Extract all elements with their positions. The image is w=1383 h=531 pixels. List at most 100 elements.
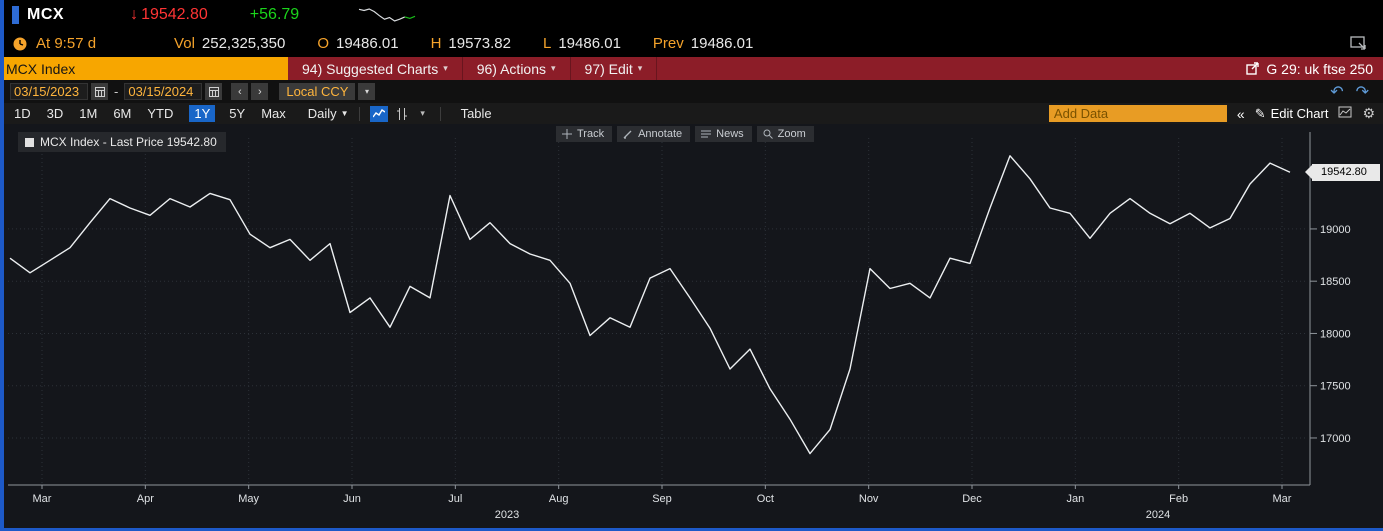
quote-bar: At 9:57 d Vol 252,325,350 O 19486.01 H 1… xyxy=(0,30,1383,57)
svg-text:Feb: Feb xyxy=(1169,493,1188,505)
start-date-calendar-icon[interactable] xyxy=(91,83,108,100)
period-max[interactable]: Max xyxy=(261,106,286,121)
period-1d[interactable]: 1D xyxy=(14,106,31,121)
menu-suggested-charts[interactable]: 94) Suggested Charts ▾ xyxy=(288,57,463,80)
chart-toolbar: 1D 3D 1M 6M YTD 1Y 5Y Max Daily ▼ ▾ Tabl… xyxy=(0,103,1383,124)
high-value: 19573.82 xyxy=(448,35,511,52)
table-button[interactable]: Table xyxy=(460,106,492,121)
redo-icon[interactable]: ↷ xyxy=(1355,83,1369,101)
ticker-symbol[interactable]: MCX xyxy=(27,6,65,23)
period-3d[interactable]: 3D xyxy=(46,106,64,121)
last-price-tag-value: 19542.80 xyxy=(1321,166,1367,179)
menu-actions-label: 96) Actions xyxy=(476,60,546,77)
clock-icon xyxy=(12,36,28,52)
period-ytd[interactable]: YTD xyxy=(147,106,174,121)
svg-text:18000: 18000 xyxy=(1320,328,1351,340)
date-separator: - xyxy=(114,84,119,99)
field-cursor-block xyxy=(12,6,19,24)
svg-text:Aug: Aug xyxy=(549,493,569,505)
news-button[interactable]: News xyxy=(695,126,752,142)
high-field: H 19573.82 xyxy=(431,35,511,52)
svg-text:Mar: Mar xyxy=(33,493,52,505)
chart-settings-icon[interactable] xyxy=(1338,106,1352,121)
currency-select[interactable]: Local CCY xyxy=(279,83,356,100)
menu-edit-label: 97) Edit xyxy=(584,60,633,77)
period-6m[interactable]: 6M xyxy=(113,106,132,121)
open-key: O xyxy=(317,35,329,52)
end-date-calendar-icon[interactable] xyxy=(205,83,223,100)
frequency-select[interactable]: Daily ▼ xyxy=(308,106,349,121)
window-accent-bottom xyxy=(0,528,1383,531)
chevron-down-icon: ▾ xyxy=(551,63,556,73)
price-chart[interactable]: Mar Apr May Jun Jul Aug Sep Oct Nov Dec Jan Feb Mar 2… xyxy=(0,124,1383,528)
legend-label: MCX Index - Last Price 19542.80 xyxy=(40,135,217,149)
svg-text:2024: 2024 xyxy=(1146,509,1170,521)
period-5y[interactable]: 5Y xyxy=(229,106,246,121)
add-data-input[interactable] xyxy=(1048,105,1227,122)
low-key: L xyxy=(543,35,552,52)
chart-type-caret-icon[interactable]: ▾ xyxy=(420,108,425,118)
collapse-panel-icon[interactable]: « xyxy=(1236,105,1245,122)
period-1y-active[interactable]: 1Y xyxy=(189,105,216,122)
currency-caret-icon[interactable]: ▾ xyxy=(358,83,376,100)
edit-chart-label: Edit Chart xyxy=(1270,106,1329,121)
prev-field: Prev 19486.01 xyxy=(653,35,753,52)
chevron-down-icon: ▾ xyxy=(443,63,448,73)
period-1m[interactable]: 1M xyxy=(79,106,98,121)
annotate-label: Annotate xyxy=(638,128,683,140)
last-price-tag: 19542.80 xyxy=(1305,164,1380,182)
svg-text:17000: 17000 xyxy=(1320,433,1351,445)
zoom-button[interactable]: Zoom xyxy=(756,126,814,142)
gear-icon[interactable]: ⚙ xyxy=(1362,105,1375,121)
open-field: O 19486.01 xyxy=(317,35,398,52)
series-swatch xyxy=(25,137,34,147)
svg-text:Dec: Dec xyxy=(962,493,982,505)
chart-slot[interactable]: G 29: uk ftse 250 xyxy=(1246,61,1373,77)
high-key: H xyxy=(430,35,442,52)
end-date-input[interactable] xyxy=(124,83,203,100)
track-button[interactable]: Track xyxy=(556,126,613,142)
svg-text:May: May xyxy=(238,493,259,505)
low-value: 19486.01 xyxy=(558,35,621,52)
track-label: Track xyxy=(577,128,605,140)
annotate-button[interactable]: Annotate xyxy=(617,126,691,142)
open-value: 19486.01 xyxy=(336,35,399,52)
candle-chart-type-button[interactable] xyxy=(393,106,411,122)
security-input[interactable] xyxy=(0,57,288,80)
start-date-input[interactable] xyxy=(10,83,88,100)
svg-text:19000: 19000 xyxy=(1320,224,1351,236)
chart-legend[interactable]: MCX Index - Last Price 19542.80 xyxy=(18,132,226,152)
low-field: L 19486.01 xyxy=(543,35,621,52)
svg-text:Mar: Mar xyxy=(1273,493,1292,505)
volume: Vol 252,325,350 xyxy=(174,35,285,52)
chart-area[interactable]: Mar Apr May Jun Jul Aug Sep Oct Nov Dec Jan Feb Mar 2… xyxy=(0,124,1383,528)
svg-text:Jul: Jul xyxy=(448,493,462,505)
toolbar-divider xyxy=(439,106,441,121)
line-chart-type-button[interactable] xyxy=(369,105,388,122)
last-price: ↓ 19542.80 xyxy=(130,6,208,24)
svg-text:Apr: Apr xyxy=(137,493,154,505)
magnifier-icon xyxy=(763,129,773,139)
svg-text:2023: 2023 xyxy=(495,509,519,521)
prev-value: 19486.01 xyxy=(690,35,754,52)
range-forward-button[interactable]: › xyxy=(251,83,269,100)
range-back-button[interactable]: ‹ xyxy=(231,83,249,100)
svg-text:Jan: Jan xyxy=(1066,493,1084,505)
menu-actions[interactable]: 96) Actions ▾ xyxy=(463,57,571,80)
menu-bar: 94) Suggested Charts ▾ 96) Actions ▾ 97)… xyxy=(0,57,1383,80)
volume-key: Vol xyxy=(174,35,195,52)
window-accent-left xyxy=(0,0,4,531)
news-label: News xyxy=(716,128,744,140)
svg-text:17500: 17500 xyxy=(1320,381,1351,393)
launch-monitor-icon[interactable] xyxy=(1350,36,1367,51)
range-bar: - ‹ › Local CCY ▾ ↶ ↷ xyxy=(0,80,1383,103)
edit-chart-button[interactable]: ✎ Edit Chart xyxy=(1255,106,1329,122)
undo-icon[interactable]: ↶ xyxy=(1330,83,1344,101)
menu-edit[interactable]: 97) Edit ▾ xyxy=(571,57,658,80)
zoom-label: Zoom xyxy=(777,128,806,140)
svg-text:Nov: Nov xyxy=(859,493,879,505)
chevron-down-icon: ▾ xyxy=(637,63,643,73)
chart-tools: Track Annotate News Zoom xyxy=(556,126,814,142)
svg-text:Oct: Oct xyxy=(757,493,774,505)
